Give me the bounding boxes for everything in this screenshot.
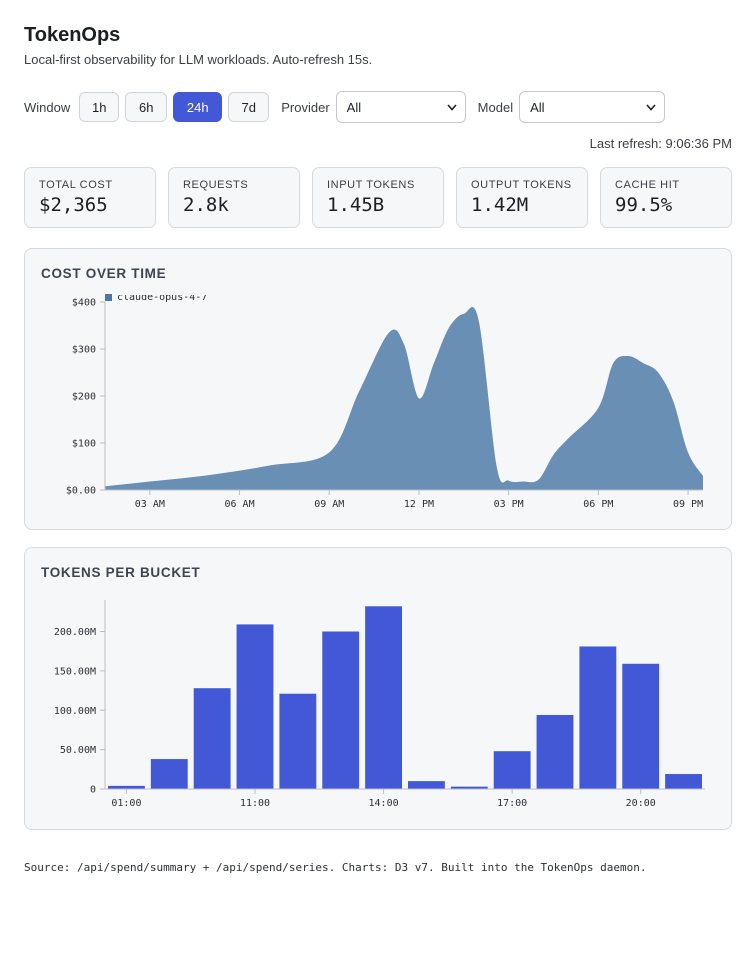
token-bar	[493, 751, 531, 789]
stat-value: 99.5%	[615, 194, 673, 216]
stat-label: TOTAL COST	[39, 179, 113, 191]
stat-label: CACHE HIT	[615, 179, 680, 191]
x-tick-label: 06 PM	[583, 499, 613, 510]
x-tick-label: 17:00	[497, 798, 527, 809]
x-tick-label: 12 PM	[404, 499, 434, 510]
cost-area-series	[105, 306, 703, 490]
stat-card-input-tokens: INPUT TOKENS 1.45B	[312, 167, 444, 228]
chevron-down-icon	[646, 103, 656, 111]
window-6h-button[interactable]: 6h	[125, 92, 168, 122]
source-note: Source: /api/spend/summary + /api/spend/…	[24, 861, 647, 874]
token-bar	[279, 693, 317, 789]
y-tick-label: 100.00M	[54, 706, 96, 717]
window-label: Window	[24, 99, 71, 115]
cost-over-time-chart: $0.00 $100 $200 $300 $400 03 AM 06 AM 09 AM 12 P…	[66, 287, 703, 510]
token-bar	[622, 663, 660, 789]
y-tick-label: 150.00M	[54, 666, 96, 677]
y-tick-label: 0	[90, 785, 96, 796]
legend-clip-mask	[113, 287, 213, 295]
stat-label: INPUT TOKENS	[327, 179, 415, 191]
x-tick-label: 01:00	[111, 798, 141, 809]
stat-label: OUTPUT TOKENS	[471, 179, 572, 191]
token-bar	[408, 781, 445, 789]
token-bar	[450, 786, 488, 789]
cost-x-axis: 03 AM 06 AM 09 AM 12 PM 03 PM 06 PM 09 PM	[105, 489, 703, 510]
x-tick-label: 14:00	[369, 798, 399, 809]
stat-value: $2,365	[39, 194, 108, 216]
stat-value: 2.8k	[183, 194, 229, 216]
y-tick-label: $400	[72, 298, 96, 309]
token-bar	[322, 631, 360, 789]
app-title: TokenOps	[24, 24, 121, 46]
y-tick-label: $0.00	[66, 486, 96, 497]
stat-label: REQUESTS	[183, 179, 249, 191]
stat-card-cache-hit: CACHE HIT 99.5%	[600, 167, 732, 228]
tokens-chart-title: TOKENS PER BUCKET	[41, 565, 201, 580]
stat-card-total-cost: TOTAL COST $2,365	[24, 167, 156, 228]
y-tick-label: $200	[72, 392, 96, 403]
y-tick-label: 50.00M	[60, 745, 96, 756]
tokens-x-axis: 01:00 11:00 14:00 17:00 20:00	[105, 788, 705, 809]
x-tick-label: 06 AM	[224, 499, 254, 510]
model-label: Model	[477, 99, 514, 115]
cost-chart-title: COST OVER TIME	[41, 266, 167, 281]
legend-swatch	[105, 294, 112, 301]
token-bar	[193, 688, 231, 789]
cost-y-axis: $0.00 $100 $200 $300 $400	[66, 298, 106, 497]
stat-card-output-tokens: OUTPUT TOKENS 1.42M	[456, 167, 588, 228]
tokens-per-bucket-chart: 0 50.00M 100.00M 150.00M 200.00M 01:00 11:00 14…	[54, 600, 705, 809]
stat-value: 1.42M	[471, 194, 529, 216]
stat-card-requests: REQUESTS 2.8k	[168, 167, 300, 228]
stat-cards: TOTAL COST $2,365 REQUESTS 2.8k INPUT TO…	[24, 167, 732, 228]
cost-over-time-panel: COST OVER TIME $0.00 $100 $200 $300 $400 03 A…	[24, 248, 732, 530]
provider-select-value: All	[346, 99, 362, 115]
y-tick-label: $300	[72, 345, 96, 356]
x-tick-label: 11:00	[240, 798, 270, 809]
token-bar	[579, 646, 617, 789]
token-bar	[536, 714, 574, 789]
model-select-value: All	[530, 99, 545, 115]
legend-label: claude-opus-4-7	[117, 292, 207, 303]
tokens-y-axis: 0 50.00M 100.00M 150.00M 200.00M	[54, 600, 106, 796]
chevron-down-icon	[447, 103, 457, 111]
x-tick-label: 09 AM	[314, 499, 344, 510]
token-bar	[665, 774, 702, 789]
y-tick-label: $100	[72, 439, 96, 450]
app-subtitle: Local-first observability for LLM worklo…	[24, 52, 373, 67]
provider-select[interactable]: All	[335, 91, 466, 123]
tokens-per-bucket-panel: TOKENS PER BUCKET 0 50.00M 100.00M 150.00M 2…	[24, 547, 732, 830]
filter-controls: Window 1h 6h 24h 7d Provider All Model A…	[24, 91, 666, 123]
x-tick-label: 20:00	[626, 798, 656, 809]
stat-value: 1.45B	[327, 194, 385, 216]
token-bar	[236, 624, 274, 789]
last-refresh: Last refresh: 9:06:36 PM	[589, 136, 732, 151]
token-bar	[365, 606, 402, 789]
window-7d-button[interactable]: 7d	[228, 92, 270, 122]
x-tick-label: 03 PM	[494, 499, 524, 510]
window-1h-button[interactable]: 1h	[79, 92, 120, 122]
window-24h-button[interactable]: 24h	[173, 92, 223, 122]
x-tick-label: 09 PM	[673, 499, 703, 510]
x-tick-label: 03 AM	[135, 499, 165, 510]
token-bar	[150, 759, 188, 789]
y-tick-label: 200.00M	[54, 627, 96, 638]
model-select[interactable]: All	[519, 91, 666, 123]
provider-label: Provider	[281, 99, 330, 115]
token-bar	[108, 785, 145, 789]
